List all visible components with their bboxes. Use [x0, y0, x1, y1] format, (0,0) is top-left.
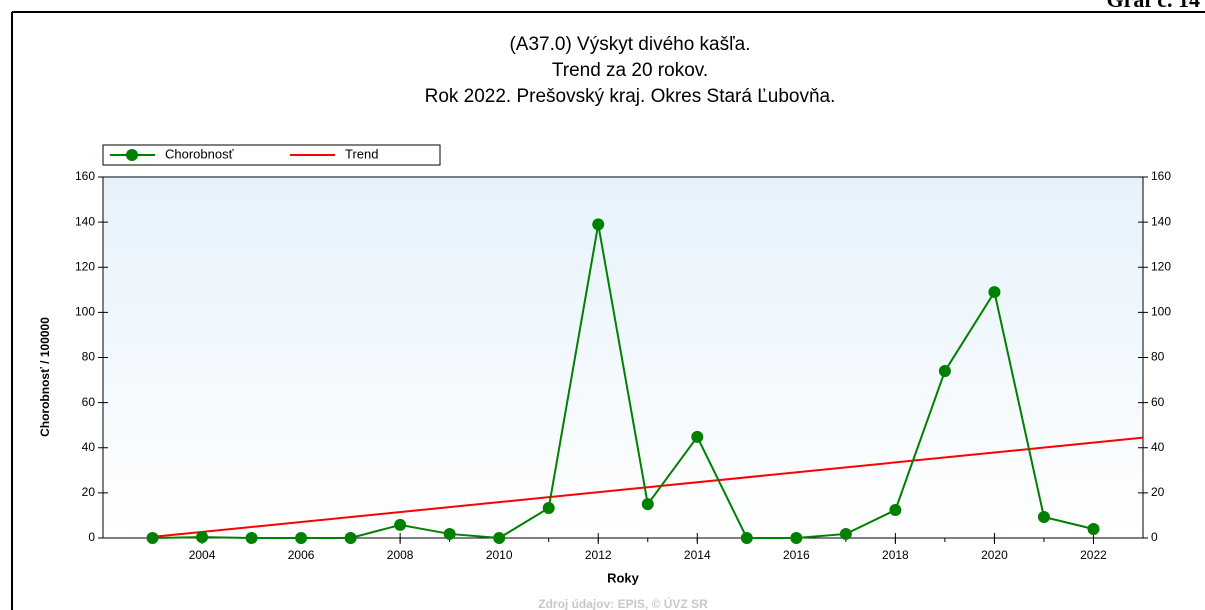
y-tick-label: 80 [82, 350, 96, 364]
chart-title: Rok 2022. Prešovský kraj. Okres Stará Ľu… [425, 86, 836, 107]
y-tick-label: 40 [82, 440, 96, 454]
x-tick-label: 2004 [189, 548, 216, 562]
y-tick-label: 160 [75, 169, 95, 183]
x-tick-label: 2010 [486, 548, 513, 562]
series-line [152, 436, 1144, 538]
data-point [641, 498, 654, 511]
header: Graf č. 14 [1107, 0, 1200, 12]
legend-label: Chorobnosť [165, 146, 234, 161]
data-point [592, 218, 605, 231]
chart-title: Trend za 20 rokov. [552, 60, 708, 81]
y-tick-label: 100 [75, 305, 95, 319]
chart-title: (A37.0) Výskyt divého kašľa. [509, 34, 750, 55]
data-point [740, 532, 753, 544]
y2-tick-label: 40 [1151, 440, 1165, 454]
y2-tick-label: 20 [1151, 485, 1165, 499]
source: Zdroj údajov: EPIS, © ÚVZ SR [538, 596, 708, 610]
data-point [1087, 522, 1100, 535]
data-point [295, 532, 308, 544]
data-point [988, 286, 1001, 299]
data-point [344, 532, 357, 544]
data-point [443, 527, 456, 540]
series-line [152, 224, 1094, 540]
x-tick-label: 2008 [387, 548, 414, 562]
y2-tick-label: 60 [1151, 395, 1165, 409]
x-axis-label: Roky [607, 570, 640, 585]
data-point [146, 532, 159, 544]
x-tick-label: 2012 [585, 548, 612, 562]
data-point [394, 518, 407, 531]
y-tick-label: 60 [82, 395, 96, 409]
y2-tick-label: 120 [1151, 259, 1171, 273]
x-tick-label: 2016 [783, 548, 810, 562]
legend [102, 144, 441, 166]
y-tick-label: 120 [75, 259, 95, 273]
y2-tick-label: 0 [1151, 530, 1158, 544]
x-tick-label: 2020 [981, 548, 1008, 562]
data-point [493, 532, 506, 544]
y-tick-label: 0 [88, 530, 95, 544]
x-tick-label: 2018 [882, 548, 909, 562]
y2-tick-label: 100 [1151, 305, 1171, 319]
y2-tick-label: 80 [1151, 350, 1165, 364]
data-point [938, 365, 951, 378]
y-tick-label: 140 [75, 214, 95, 228]
x-tick-label: 2022 [1080, 548, 1107, 562]
x-tick-label: 2014 [684, 548, 711, 562]
data-point [839, 527, 852, 540]
legend-label: Trend [345, 146, 378, 161]
plot-area [102, 176, 1144, 539]
data-point [542, 501, 555, 514]
data-point [691, 430, 704, 443]
y2-tick-label: 140 [1151, 214, 1171, 228]
legend-marker [126, 149, 138, 161]
y-tick-label: 20 [82, 485, 96, 499]
data-point [196, 531, 209, 544]
y2-tick-label: 160 [1151, 169, 1171, 183]
data-point [1037, 511, 1050, 524]
data-point [245, 532, 258, 544]
x-tick-label: 2006 [288, 548, 315, 562]
data-point [790, 532, 803, 544]
y-axis-label: Chorobnosť / 100000 [38, 317, 52, 437]
data-point [889, 504, 902, 517]
